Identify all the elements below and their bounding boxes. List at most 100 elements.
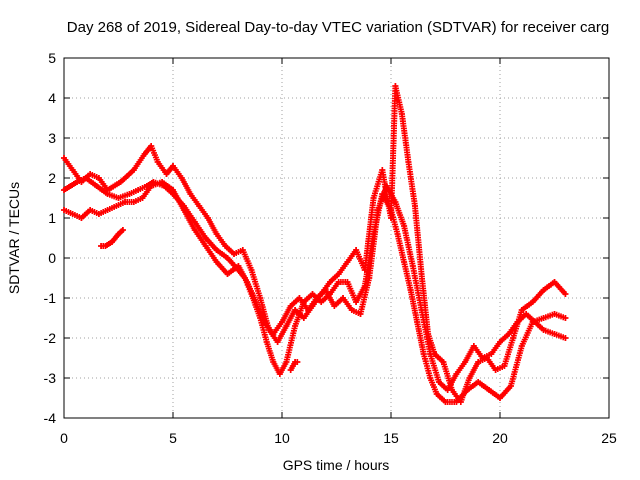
data-point [202, 243, 209, 249]
data-point [239, 247, 246, 253]
data-point [283, 359, 290, 365]
data-point [289, 363, 296, 369]
x-tick-label: 15 [383, 430, 399, 446]
data-point [405, 159, 412, 165]
data-point [261, 319, 268, 325]
data-point [418, 271, 425, 277]
data-point [344, 259, 351, 265]
data-point [163, 171, 170, 177]
data-point [562, 335, 569, 341]
data-point [392, 199, 399, 205]
data-point [466, 375, 473, 381]
data-point [486, 387, 493, 393]
data-point [263, 339, 270, 345]
data-point [418, 307, 425, 313]
data-point [95, 175, 102, 181]
data-point [392, 83, 399, 89]
data-point [394, 231, 401, 237]
data-point [305, 307, 312, 313]
data-point [283, 323, 290, 329]
data-point [414, 319, 421, 325]
data-point [61, 187, 67, 193]
data-point [270, 359, 277, 365]
data-point [313, 295, 320, 301]
data-point [427, 375, 434, 381]
data-point [244, 279, 251, 285]
data-point [115, 231, 122, 237]
data-point [479, 355, 486, 361]
data-point [202, 235, 209, 241]
data-point [540, 315, 547, 321]
data-point [154, 159, 161, 165]
data-point [497, 395, 503, 401]
data-point [401, 259, 408, 265]
y-tick-label: -4 [44, 410, 57, 426]
y-axis-title: SDTVAR / TECUs [6, 182, 22, 294]
data-point [357, 311, 364, 317]
data-point [353, 247, 360, 253]
data-point [427, 351, 434, 357]
data-point [300, 315, 307, 321]
y-tick-label: 1 [48, 210, 56, 226]
data-point [551, 331, 558, 337]
y-tick-label: -1 [44, 290, 57, 306]
data-point [113, 203, 120, 209]
data-point [78, 179, 85, 185]
data-point [224, 255, 231, 261]
data-point [178, 175, 185, 181]
data-point [462, 359, 469, 365]
data-point [440, 359, 447, 365]
axis-ticks: 0 5 10 15 20 25 -4 -3 -2 -1 0 1 2 3 4 5 [44, 50, 617, 446]
data-point [213, 247, 220, 253]
data-point [180, 207, 187, 213]
data-point [87, 207, 94, 213]
data-point [257, 295, 264, 301]
data-point [510, 335, 517, 341]
data-point [248, 267, 255, 273]
data-point [292, 307, 299, 313]
data-point [540, 287, 547, 293]
data-point [126, 191, 133, 197]
data-point [294, 359, 301, 365]
data-point [130, 199, 137, 205]
x-axis-title: GPS time / hours [283, 457, 390, 473]
y-tick-label: -2 [44, 330, 57, 346]
data-point [340, 295, 347, 301]
plot-frame [63, 57, 610, 419]
data-point [326, 279, 333, 285]
x-tick-label: 25 [601, 430, 617, 446]
data-point [102, 243, 109, 249]
data-point [507, 383, 514, 389]
data-point [379, 167, 386, 173]
data-point [457, 399, 464, 405]
data-point [108, 239, 115, 245]
data-point [139, 195, 146, 201]
data-point [130, 167, 137, 173]
y-tick-label: 0 [48, 250, 56, 266]
data-point [383, 183, 390, 189]
data-point [529, 299, 536, 305]
y-tick-label: 3 [48, 130, 56, 146]
data-point [562, 315, 569, 321]
chart-title: Day 268 of 2019, Sidereal Day-to-day VTE… [67, 19, 609, 36]
data-point [78, 215, 85, 221]
data-point [562, 291, 569, 297]
data-point [287, 303, 294, 309]
data-point [279, 319, 285, 325]
data-point [407, 287, 414, 293]
data-point [505, 331, 512, 337]
data-point [331, 303, 338, 309]
data-point [398, 111, 405, 117]
data-point [252, 299, 259, 305]
series-layer [61, 83, 569, 405]
data-point [335, 271, 342, 277]
data-point [501, 363, 508, 369]
data-point [475, 379, 482, 385]
data-point [87, 171, 94, 177]
data-point [411, 203, 418, 209]
data-point [141, 151, 148, 157]
data-point [322, 287, 329, 293]
data-point [235, 263, 242, 269]
data-point [67, 183, 74, 189]
